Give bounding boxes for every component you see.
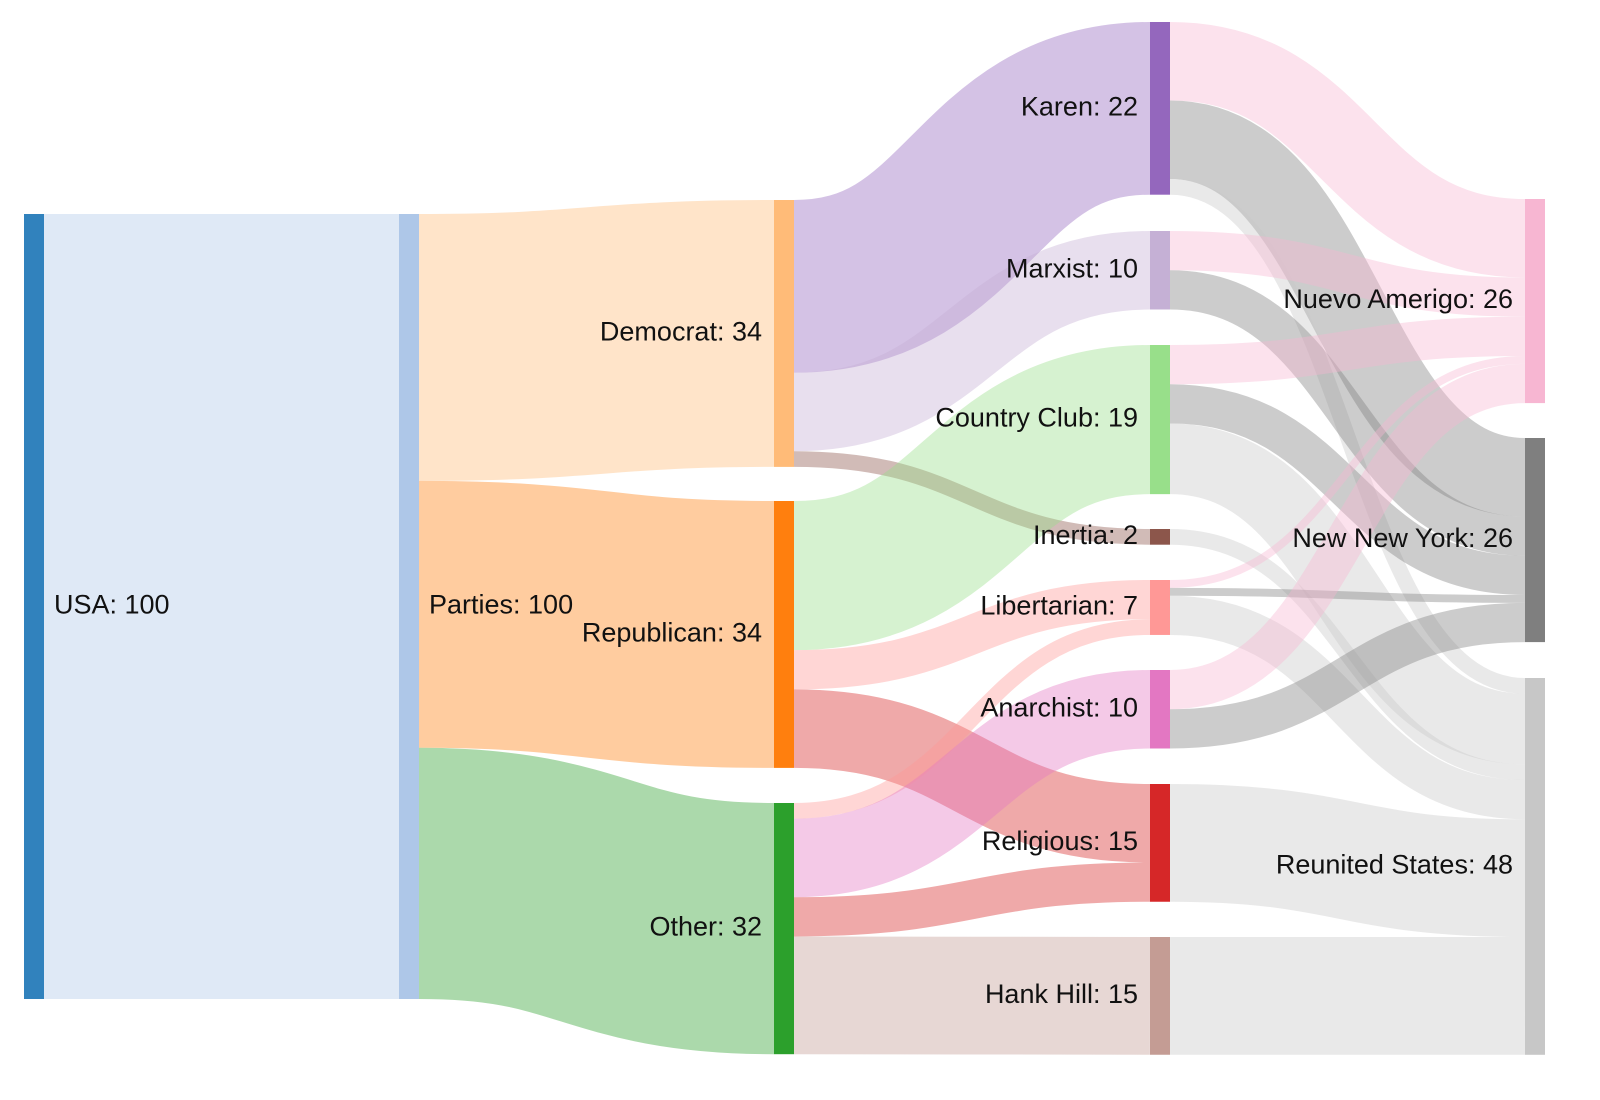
link-karen-to-new_new_york bbox=[1167, 100, 1528, 517]
link-inertia-to-reunited_states bbox=[1169, 529, 1526, 781]
node-label-marxist: Marxist: 10 bbox=[1006, 253, 1138, 283]
node-country-club bbox=[1150, 345, 1170, 495]
link-religious-to-reunited_states bbox=[1169, 784, 1526, 938]
node-label-usa: USA: 100 bbox=[54, 590, 170, 620]
node-hank-hill bbox=[1150, 937, 1170, 1055]
link-other-to-hank_hill bbox=[793, 936, 1151, 1055]
link-other-to-libertarian bbox=[793, 619, 1151, 819]
sankey-labels: USA: 100 Parties: 100 Democrat: 34 Republic… bbox=[54, 91, 1513, 1009]
node-reunited-states bbox=[1525, 678, 1545, 1055]
sankey-links bbox=[44, 22, 1528, 1055]
node-label-anarchist: Anarchist: 10 bbox=[980, 692, 1138, 722]
node-nuevo-amerigo bbox=[1525, 199, 1545, 404]
node-label-democrat: Democrat: 34 bbox=[600, 317, 762, 347]
link-libertarian-to-new_new_york bbox=[1169, 587, 1526, 603]
node-other bbox=[774, 803, 794, 1055]
sankey-nodes bbox=[24, 22, 1545, 1055]
link-republican-to-libertarian bbox=[793, 580, 1151, 690]
node-label-inertia: Inertia: 2 bbox=[1033, 520, 1138, 550]
node-new-new-york bbox=[1525, 438, 1545, 643]
link-democrat-to-karen bbox=[790, 22, 1154, 373]
link-parties-to-other bbox=[417, 747, 776, 1055]
node-label-reunited-states: Reunited States: 48 bbox=[1276, 850, 1513, 880]
node-label-nuevo-amerigo: Nuevo Amerigo: 26 bbox=[1283, 284, 1513, 314]
link-anarchist-to-nuevo_amerigo bbox=[1169, 363, 1526, 710]
link-republican-to-religious bbox=[793, 689, 1151, 863]
node-label-other: Other: 32 bbox=[649, 912, 762, 942]
link-country_club-to-reunited_states bbox=[1168, 423, 1527, 765]
node-label-religious: Religious: 15 bbox=[982, 826, 1138, 856]
node-label-libertarian: Libertarian: 7 bbox=[980, 591, 1138, 621]
node-label-new-new-york: New New York: 26 bbox=[1292, 523, 1513, 553]
link-democrat-to-inertia bbox=[793, 451, 1151, 545]
node-anarchist bbox=[1150, 670, 1170, 749]
link-country_club-to-nuevo_amerigo bbox=[1169, 316, 1526, 385]
link-marxist-to-new_new_york bbox=[1169, 270, 1526, 556]
link-democrat-to-marxist bbox=[793, 231, 1151, 452]
node-republican bbox=[774, 501, 794, 768]
link-libertarian-to-nuevo_amerigo bbox=[1169, 356, 1526, 588]
node-inertia bbox=[1150, 529, 1170, 545]
node-label-hank-hill: Hank Hill: 15 bbox=[985, 979, 1138, 1009]
link-parties-to-republican bbox=[418, 480, 775, 768]
link-karen-to-reunited_states bbox=[1169, 179, 1526, 694]
node-parties bbox=[399, 214, 419, 999]
link-marxist-to-nuevo_amerigo bbox=[1169, 231, 1526, 317]
link-other-to-religious bbox=[793, 862, 1151, 937]
node-label-country-club: Country Club: 19 bbox=[935, 403, 1138, 433]
link-anarchist-to-new_new_york bbox=[1169, 602, 1526, 749]
node-label-karen: Karen: 22 bbox=[1021, 91, 1138, 121]
node-religious bbox=[1150, 784, 1170, 902]
node-usa bbox=[24, 214, 44, 999]
link-republican-to-country_club bbox=[791, 345, 1153, 651]
node-label-parties: Parties: 100 bbox=[429, 590, 573, 620]
node-libertarian bbox=[1150, 580, 1170, 635]
link-parties-to-democrat bbox=[418, 200, 775, 481]
link-libertarian-to-reunited_states bbox=[1169, 595, 1526, 820]
node-label-republican: Republican: 34 bbox=[582, 618, 762, 648]
link-country_club-to-new_new_york bbox=[1169, 384, 1526, 595]
node-democrat bbox=[774, 200, 794, 467]
link-other-to-anarchist bbox=[793, 670, 1151, 898]
node-marxist bbox=[1150, 231, 1170, 310]
link-karen-to-nuevo_amerigo bbox=[1168, 22, 1527, 278]
node-karen bbox=[1150, 22, 1170, 195]
